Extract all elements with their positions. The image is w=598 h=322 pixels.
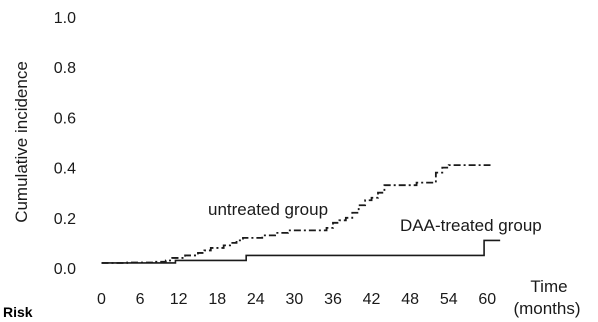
x-tick-label: 60: [478, 291, 496, 308]
y-tick-label: 1.0: [54, 10, 76, 27]
x-tick-label: 0: [97, 291, 106, 308]
x-tick-label: 42: [363, 291, 381, 308]
y-tick-label: 0.4: [54, 161, 76, 178]
x-tick-label: 30: [286, 291, 304, 308]
x-tick-label: 6: [136, 291, 145, 308]
x-ticks: 0 6 12 18 24 30 36 42 48 54 60: [97, 291, 496, 308]
x-axis-label-line2: (months): [513, 299, 580, 318]
x-axis-label-line1: Time: [530, 277, 567, 296]
y-tick-label: 0.6: [54, 110, 76, 127]
risk-row-label: Risk: [3, 304, 33, 320]
x-tick-label: 54: [440, 291, 458, 308]
series-lines: [101, 164, 501, 264]
series-label-daa-treated: DAA-treated group: [400, 216, 542, 235]
y-tick-label: 0.0: [54, 261, 76, 278]
y-axis-label: Cumulative incidence: [12, 61, 31, 223]
y-ticks: 0.0 0.2 0.4 0.6 0.8 1.0: [54, 10, 76, 278]
x-tick-label: 24: [247, 291, 265, 308]
x-tick-label: 48: [401, 291, 419, 308]
series-label-untreated: untreated group: [208, 200, 328, 219]
series-line-daa-treated: [101, 239, 501, 264]
x-tick-label: 36: [324, 291, 342, 308]
x-tick-label: 12: [170, 291, 188, 308]
series-line-untreated: [101, 164, 491, 264]
x-tick-label: 18: [208, 291, 226, 308]
y-tick-label: 0.2: [54, 211, 76, 228]
y-tick-label: 0.8: [54, 60, 76, 77]
